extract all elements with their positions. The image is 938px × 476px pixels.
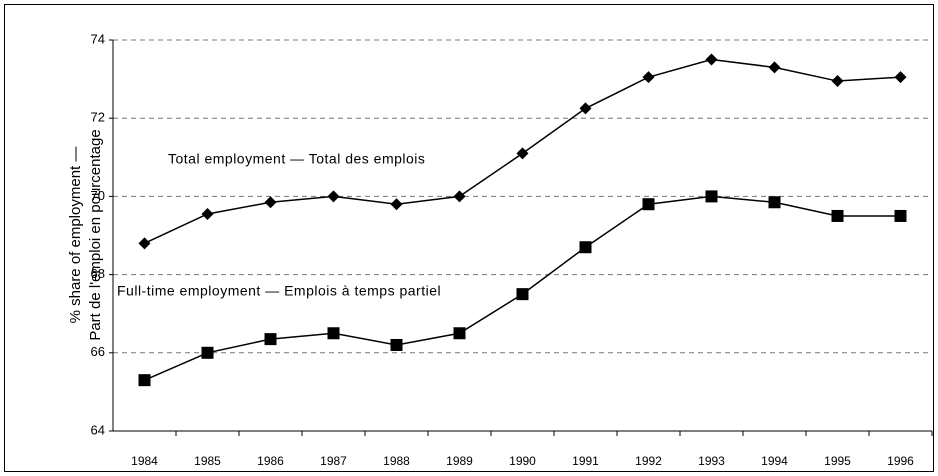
y-axis-label: Part de l'emploi en pourcentage <box>87 129 104 340</box>
x-tick-label: 1986 <box>257 454 284 468</box>
y-axis-label: % share of employment — <box>67 147 84 324</box>
marker <box>327 190 340 203</box>
series-label: Total employment — Total des emplois <box>168 151 425 167</box>
y-tick-label: 68 <box>91 266 105 281</box>
marker <box>516 288 529 301</box>
y-tick-label: 72 <box>91 110 105 125</box>
y-tick-label: 66 <box>91 344 105 359</box>
y-tick-label: 74 <box>91 31 105 46</box>
x-tick-label: 1995 <box>824 454 851 468</box>
marker <box>390 198 403 211</box>
marker <box>453 190 466 203</box>
marker <box>327 327 340 340</box>
marker <box>831 75 844 88</box>
x-tick-label: 1984 <box>131 454 158 468</box>
marker <box>201 346 214 359</box>
marker <box>390 338 403 351</box>
x-tick-label: 1991 <box>572 454 599 468</box>
x-tick-label: 1989 <box>446 454 473 468</box>
x-tick-label: 1990 <box>509 454 536 468</box>
marker <box>453 327 466 340</box>
x-tick-label: 1994 <box>761 454 788 468</box>
marker <box>264 196 277 209</box>
marker <box>768 196 781 209</box>
marker <box>579 102 592 115</box>
marker <box>516 147 529 160</box>
x-tick-label: 1996 <box>887 454 914 468</box>
marker <box>831 209 844 222</box>
marker <box>138 237 151 250</box>
x-tick-label: 1988 <box>383 454 410 468</box>
marker <box>201 207 214 220</box>
x-tick-label: 1987 <box>320 454 347 468</box>
marker <box>138 374 151 387</box>
x-tick-label: 1993 <box>698 454 725 468</box>
marker <box>264 333 277 346</box>
marker <box>768 61 781 74</box>
marker <box>894 71 907 84</box>
x-tick-label: 1992 <box>635 454 662 468</box>
marker <box>894 209 907 222</box>
marker <box>642 71 655 84</box>
series-label: Full-time employment — Emplois à temps p… <box>117 283 441 299</box>
x-tick-label: 1985 <box>194 454 221 468</box>
y-tick-label: 64 <box>91 422 105 437</box>
marker <box>579 241 592 254</box>
frame <box>4 4 934 472</box>
marker <box>705 53 718 66</box>
marker <box>642 198 655 211</box>
y-tick-label: 70 <box>91 188 105 203</box>
marker <box>705 190 718 203</box>
